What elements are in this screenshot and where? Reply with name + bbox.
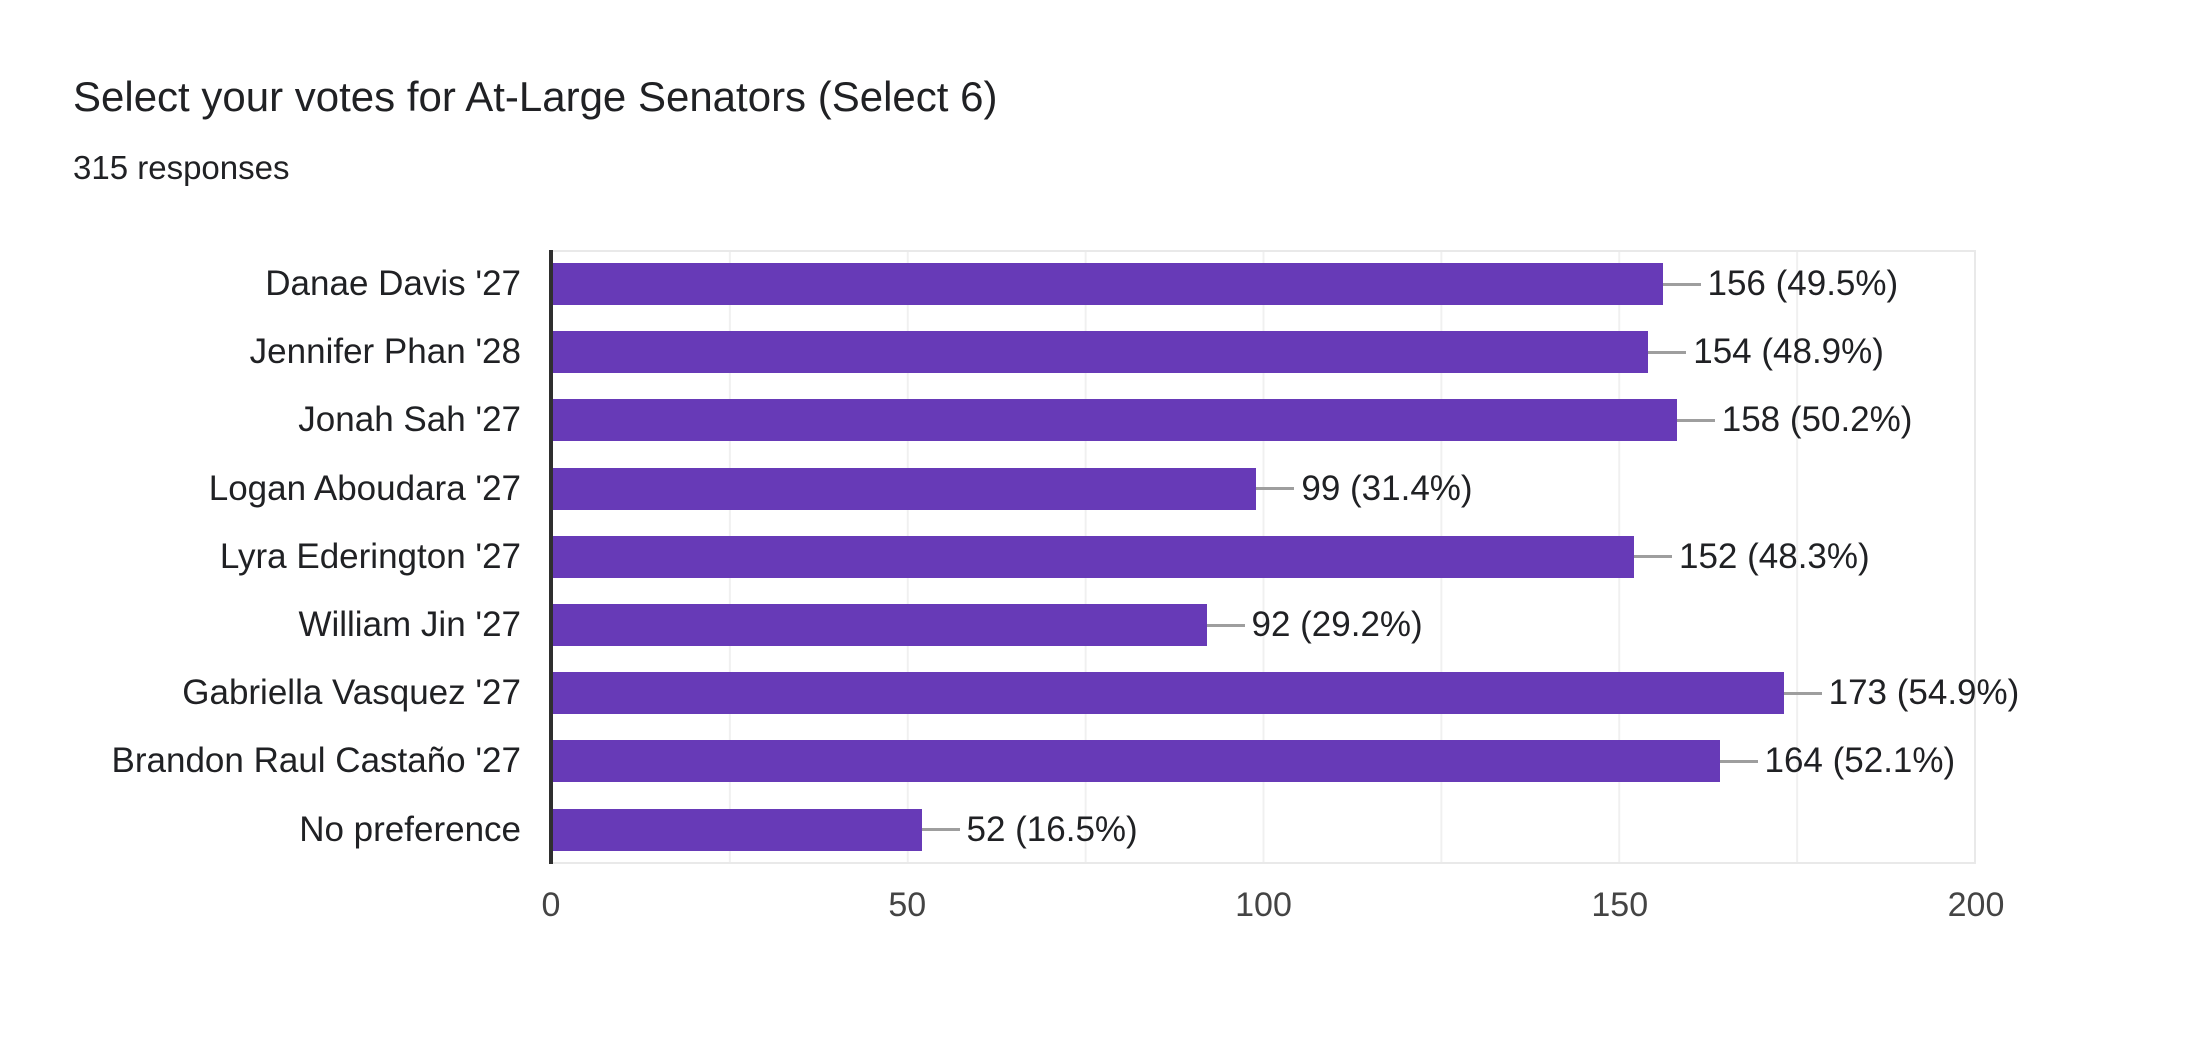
chart-row: Gabriella Vasquez '27 173 (54.9%): [72, 659, 2132, 727]
bar: [551, 467, 1257, 510]
x-tick-label: 50: [888, 886, 927, 924]
leader-line: [1662, 282, 1701, 286]
bar: [551, 399, 1677, 442]
response-count: 315 responses: [73, 149, 290, 186]
category-label: Brandon Raul Castaño '27: [111, 741, 521, 781]
bar-chart: Danae Davis '27 156 (49.5%) Jennifer Phan …: [72, 250, 2132, 950]
bar: [551, 672, 1784, 715]
bar: [551, 331, 1649, 374]
bar-track: 156 (49.5%): [551, 250, 1976, 318]
chart-row: Jennifer Phan '28 154 (48.9%): [72, 318, 2132, 386]
x-tick-label: 150: [1591, 886, 1649, 924]
bar-track: 92 (29.2%): [551, 591, 1976, 659]
y-axis-baseline: [549, 250, 553, 864]
value-label: 156 (49.5%): [1707, 264, 1899, 304]
value-label: 154 (48.9%): [1693, 332, 1884, 372]
category-label: Lyra Ederington '27: [219, 536, 521, 576]
bar-track: 164 (52.1%): [551, 727, 1976, 795]
chart-rows: Danae Davis '27 156 (49.5%) Jennifer Phan …: [72, 250, 2132, 864]
value-label: 99 (31.4%): [1301, 468, 1473, 508]
value-callout: 156 (49.5%): [1662, 264, 1899, 304]
leader-line: [1783, 691, 1822, 695]
chart-row: Danae Davis '27 156 (49.5%): [72, 250, 2132, 318]
value-label: 92 (29.2%): [1251, 605, 1423, 645]
bar: [551, 263, 1663, 306]
value-label: 152 (48.3%): [1679, 536, 1870, 576]
category-label: Gabriella Vasquez '27: [182, 673, 521, 713]
bar-track: 158 (50.2%): [551, 386, 1976, 454]
bar-track: 52 (16.5%): [551, 796, 1976, 864]
value-callout: 92 (29.2%): [1206, 605, 1423, 645]
bar: [551, 604, 1207, 647]
value-callout: 173 (54.9%): [1783, 673, 2020, 713]
question-title: Select your votes for At-Large Senators …: [73, 73, 998, 120]
leader-line: [1719, 759, 1758, 763]
value-label: 52 (16.5%): [966, 809, 1138, 849]
value-callout: 158 (50.2%): [1676, 400, 1913, 440]
value-label: 158 (50.2%): [1721, 400, 1913, 440]
category-label: William Jin '27: [298, 605, 521, 645]
leader-line: [921, 828, 960, 832]
category-label: No preference: [299, 809, 521, 849]
leader-line: [1256, 487, 1295, 491]
value-label: 164 (52.1%): [1764, 741, 1956, 781]
x-tick-label: 0: [541, 886, 561, 924]
chart-row: William Jin '27 92 (29.2%): [72, 591, 2132, 659]
category-label: Jennifer Phan '28: [249, 332, 521, 372]
value-label: 173 (54.9%): [1828, 673, 2020, 713]
bar-track: 99 (31.4%): [551, 455, 1976, 523]
x-tick-label: 200: [1947, 886, 2005, 924]
chart-row: Logan Aboudara '27 99 (31.4%): [72, 455, 2132, 523]
x-axis: 0 50 100 150 200: [542, 886, 2005, 930]
bar-track: 173 (54.9%): [551, 659, 2019, 727]
bar: [551, 808, 922, 851]
leader-line: [1648, 350, 1687, 354]
category-label: Jonah Sah '27: [298, 400, 521, 440]
bar-track: 154 (48.9%): [551, 318, 1976, 386]
value-callout: 152 (48.3%): [1634, 537, 1870, 577]
bar: [551, 740, 1720, 783]
chart-row: Brandon Raul Castaño '27 164 (52.1%): [72, 727, 2132, 795]
value-callout: 154 (48.9%): [1648, 332, 1884, 372]
value-callout: 52 (16.5%): [921, 809, 1138, 850]
chart-row: Lyra Ederington '27 152 (48.3%): [72, 523, 2132, 591]
leader-line: [1634, 555, 1672, 559]
value-callout: 99 (31.4%): [1256, 468, 1473, 509]
leader-line: [1206, 623, 1245, 627]
leader-line: [1676, 418, 1715, 422]
value-callout: 164 (52.1%): [1719, 741, 1956, 781]
category-label: Danae Davis '27: [265, 264, 521, 304]
x-tick-label: 100: [1235, 886, 1292, 924]
bar-track: 152 (48.3%): [551, 523, 1976, 591]
chart-row: No preference 52 (16.5%): [72, 796, 2132, 864]
bar: [551, 535, 1634, 578]
chart-row: Jonah Sah '27 158 (50.2%): [72, 386, 2132, 454]
category-label: Logan Aboudara '27: [208, 468, 521, 508]
